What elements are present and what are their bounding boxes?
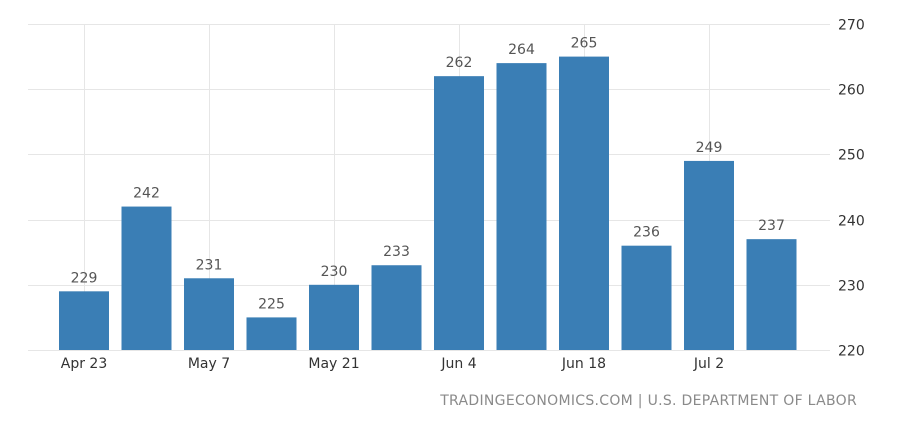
x-tick-label: Jun 4 bbox=[440, 356, 476, 372]
data-label: 262 bbox=[446, 55, 473, 71]
data-label: 236 bbox=[633, 225, 660, 241]
data-labels: 229 242 231 225 230 233 262 264 265 236 249 237 bbox=[71, 36, 785, 313]
bar bbox=[621, 245, 672, 350]
data-label: 230 bbox=[321, 264, 348, 280]
bar bbox=[559, 56, 609, 350]
y-axis-ticks: 220 230 240 250 260 270 bbox=[838, 18, 865, 360]
source-credit: TRADINGECONOMICS.COM | U.S. DEPARTMENT O… bbox=[440, 393, 857, 409]
data-label: 242 bbox=[133, 186, 160, 202]
data-label: 237 bbox=[758, 218, 785, 234]
bar bbox=[434, 76, 484, 350]
bars bbox=[59, 56, 797, 351]
x-axis-ticks: Apr 23 May 7 May 21 Jun 4 Jun 18 Jul 2 bbox=[61, 356, 724, 372]
bar bbox=[684, 160, 734, 350]
data-label: 264 bbox=[508, 42, 535, 58]
bar bbox=[246, 317, 297, 350]
data-label: 225 bbox=[258, 296, 285, 312]
bar bbox=[371, 265, 422, 350]
data-label: 233 bbox=[383, 244, 410, 260]
bar bbox=[59, 291, 109, 350]
data-label: 249 bbox=[696, 140, 723, 156]
y-tick-label: 230 bbox=[838, 279, 865, 295]
data-label: 265 bbox=[571, 36, 598, 52]
x-tick-label: May 7 bbox=[188, 356, 230, 372]
data-label: 229 bbox=[71, 270, 98, 286]
y-tick-label: 240 bbox=[838, 214, 865, 230]
y-tick-label: 220 bbox=[838, 344, 865, 360]
x-tick-label: Apr 23 bbox=[61, 356, 107, 372]
bar bbox=[184, 278, 234, 350]
bar bbox=[496, 63, 547, 351]
bar bbox=[121, 206, 172, 350]
x-tick-label: Jul 2 bbox=[693, 356, 724, 372]
x-tick-label: May 21 bbox=[308, 356, 359, 372]
y-tick-label: 260 bbox=[838, 83, 865, 99]
bar bbox=[746, 239, 797, 350]
y-tick-label: 270 bbox=[838, 18, 865, 34]
data-label: 231 bbox=[196, 257, 223, 273]
bar bbox=[309, 284, 359, 350]
x-tick-label: Jun 18 bbox=[561, 356, 606, 372]
y-tick-label: 250 bbox=[838, 148, 865, 164]
